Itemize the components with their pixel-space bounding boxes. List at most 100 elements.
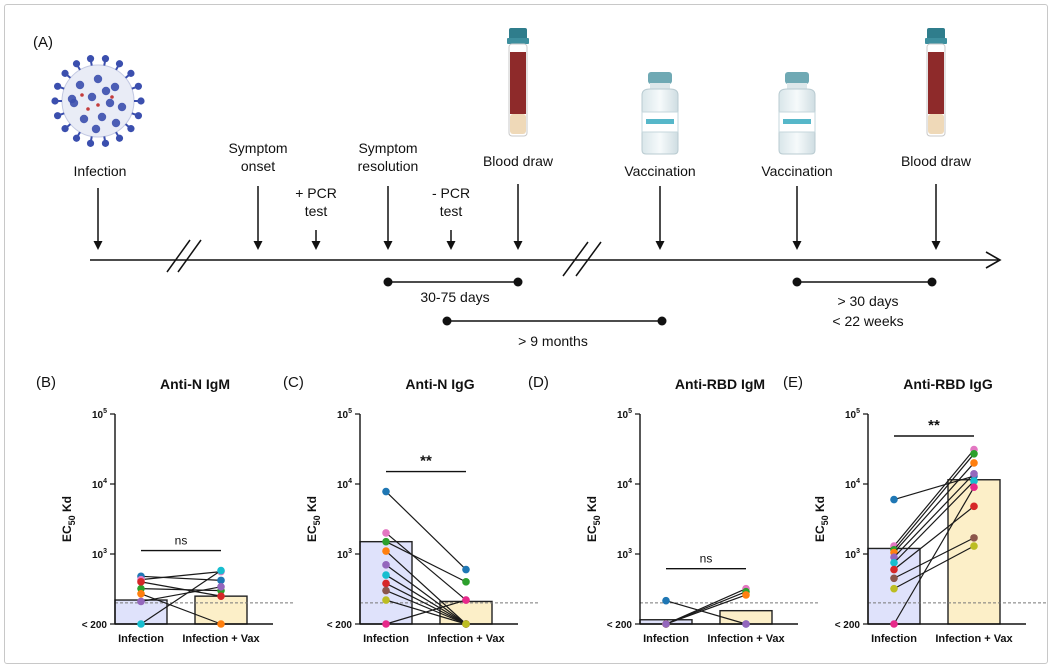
- pair-line: [385, 582, 467, 625]
- data-point-infection: [137, 590, 145, 598]
- panel-label: (E): [783, 374, 803, 391]
- y-label-tail: Kd: [305, 496, 319, 515]
- data-point-infection: [137, 620, 145, 628]
- event-label-negative-pcr: - PCR test: [432, 185, 470, 219]
- event-label-blood-draw-2: Blood draw: [901, 153, 972, 169]
- data-point-infection: [662, 596, 670, 605]
- pair-line: [385, 491, 467, 570]
- tick-base: 10: [337, 410, 349, 421]
- data-point-infection-vax: [462, 596, 470, 604]
- y-tick-label: 105: [845, 408, 860, 421]
- data-point-infection: [137, 597, 145, 606]
- pair-line: [893, 505, 975, 571]
- y-tick-label: < 200: [327, 620, 353, 631]
- axis-break-1: [166, 239, 202, 273]
- y-tick-label: 104: [337, 478, 352, 491]
- timeline-panel: (A) Infection Symptom onset + PCR test Sym…: [33, 28, 1002, 349]
- interval-label-30-75-days: 30-75 days: [420, 289, 489, 305]
- chart-title: Anti-RBD IgM: [675, 376, 765, 392]
- tick-base: 10: [845, 550, 857, 561]
- data-point-infection-vax: [217, 576, 225, 585]
- tick-exp: 3: [628, 548, 632, 555]
- event-arrow-4: [446, 230, 456, 250]
- data-point-infection-vax: [970, 483, 978, 492]
- data-point-infection: [382, 561, 390, 569]
- data-point-infection: [382, 571, 390, 579]
- tick-base: 10: [337, 550, 349, 561]
- event-label-symptom-onset: Symptom onset: [228, 140, 287, 174]
- y-label-tail: Kd: [813, 496, 827, 515]
- chart-title: Anti-RBD IgG: [903, 376, 993, 392]
- data-point-infection-vax: [742, 620, 750, 628]
- data-point-infection-vax: [970, 502, 978, 511]
- blood-tube-icon-2: [925, 28, 947, 137]
- tick-exp: 4: [103, 478, 107, 485]
- pair-line: [665, 594, 747, 625]
- x-tick-label: Infection: [871, 633, 917, 645]
- y-tick-label: 104: [92, 478, 107, 491]
- data-point-infection: [890, 565, 898, 574]
- data-point-infection: [890, 584, 898, 593]
- event-label-vaccination-1: Vaccination: [624, 163, 695, 179]
- data-point-infection: [382, 586, 390, 595]
- data-point-infection-vax: [217, 620, 225, 628]
- y-label-tail: Kd: [585, 496, 599, 515]
- pair-line: [665, 600, 747, 625]
- data-point-infection-vax: [217, 592, 225, 600]
- symptom-onset-line: onset: [241, 158, 275, 174]
- negative-pcr-line: - PCR: [432, 185, 470, 201]
- vaccine-vial-icon: [641, 72, 679, 155]
- pair-line: [140, 581, 222, 597]
- event-arrow-7: [792, 186, 802, 250]
- pair-line: [385, 550, 467, 625]
- y-axis-label: EC50 Kd: [305, 496, 322, 542]
- interval-bar-30-days-22-weeks: [792, 277, 937, 287]
- data-point-infection: [137, 578, 145, 586]
- y-tick-label: 105: [337, 408, 352, 421]
- chart-title: Anti-N IgM: [160, 376, 230, 392]
- y-label-tail: Kd: [60, 496, 74, 515]
- tick-base: 10: [92, 550, 104, 561]
- y-label-main: EC: [60, 525, 74, 542]
- significance-label: ns: [175, 534, 188, 548]
- x-tick-label: Infection: [363, 633, 409, 645]
- data-point-infection-vax: [970, 534, 978, 542]
- pair-line: [385, 564, 467, 625]
- y-tick-label: 104: [617, 478, 632, 491]
- pair-line: [385, 541, 467, 583]
- data-point-infection: [382, 547, 390, 555]
- y-tick-label: 103: [845, 548, 860, 561]
- data-point-infection: [382, 487, 390, 496]
- x-tick-label: Infection: [118, 633, 164, 645]
- tick-exp: 3: [103, 548, 107, 555]
- data-point-infection-vax: [742, 591, 750, 599]
- tick-exp: 5: [628, 408, 632, 415]
- data-point-infection-vax: [217, 566, 225, 575]
- pair-line: [385, 532, 467, 601]
- negative-pcr-line: test: [440, 203, 463, 219]
- tick-base: 10: [617, 410, 629, 421]
- data-point-infection: [382, 579, 390, 588]
- tick-exp: 4: [856, 478, 860, 485]
- data-point-infection-vax: [462, 578, 470, 586]
- pair-line: [893, 475, 975, 501]
- y-tick-label: 103: [92, 548, 107, 561]
- data-point-infection: [890, 495, 898, 504]
- data-point-infection: [382, 620, 390, 628]
- symptom-onset-line: Symptom: [228, 140, 287, 156]
- event-arrow-8: [931, 184, 941, 250]
- tick-exp: 3: [856, 548, 860, 555]
- axis-break-2: [562, 241, 602, 277]
- interval-label-9-months: > 9 months: [518, 333, 588, 349]
- pair-line: [140, 570, 222, 625]
- event-arrow-0: [93, 188, 103, 250]
- event-arrow-5: [513, 184, 523, 250]
- y-axis-label: EC50 Kd: [60, 496, 77, 542]
- interval-30-days-22-weeks-line: < 22 weeks: [832, 313, 903, 329]
- panel-label: (C): [283, 374, 304, 391]
- event-label-symptom-resolution: Symptom resolution: [358, 140, 419, 174]
